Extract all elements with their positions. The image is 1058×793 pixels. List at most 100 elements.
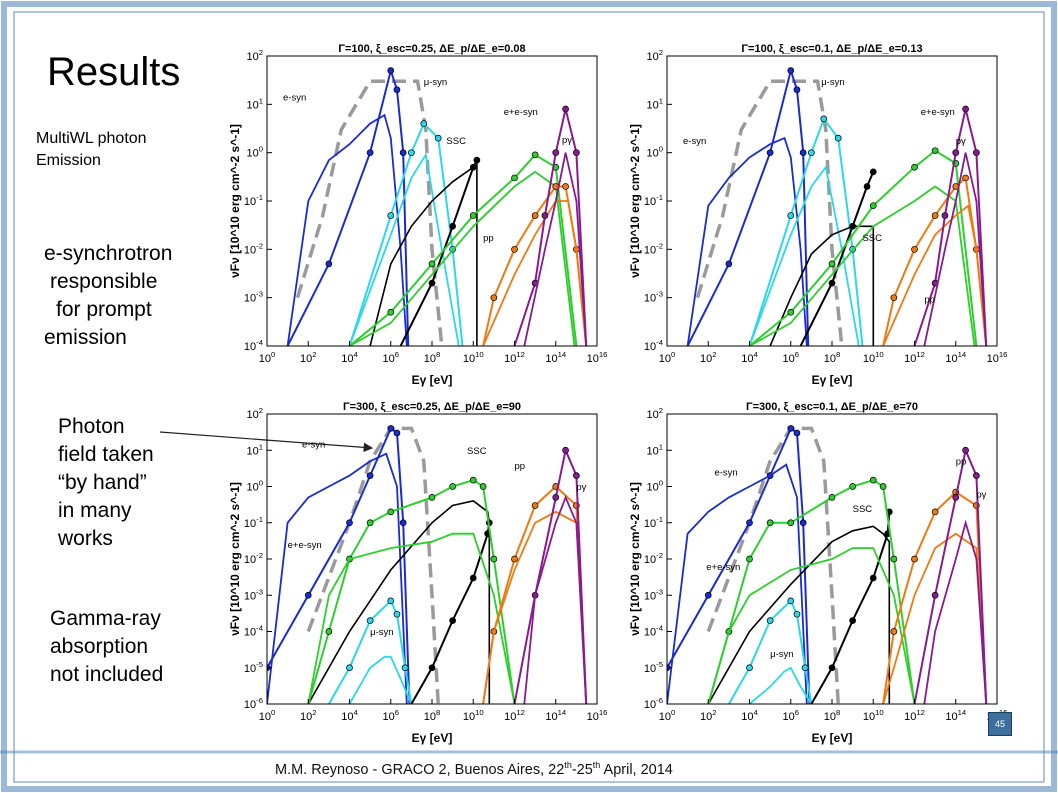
photon-line-3: “by hand” — [58, 471, 147, 494]
data-point — [387, 597, 395, 605]
y-tick-label: 101 — [646, 96, 663, 111]
series-ssc-thin — [369, 159, 478, 346]
data-point — [541, 212, 549, 219]
y-tick-label: 10-3 — [244, 587, 263, 602]
data-point — [952, 494, 960, 501]
annotation-label: e-syn — [683, 136, 706, 147]
x-tick-label: 100 — [259, 350, 276, 365]
y-tick-label: 10-3 — [244, 290, 263, 305]
data-point — [863, 183, 871, 190]
data-point — [304, 591, 312, 599]
data-point — [911, 245, 918, 253]
y-tick-label: 10-4 — [644, 624, 664, 639]
data-point — [449, 222, 456, 230]
data-point — [434, 134, 442, 142]
text-block-gamma-absorption: Gamma-ray absorption not included — [50, 605, 163, 689]
series-mu-syn-thin — [748, 165, 860, 346]
chart-panel-1: Γ=100, ξ_esc=0.25, ΔE_p/ΔE_e=0.08 100 102 1… — [228, 43, 607, 387]
y-tick-label: 10-2 — [244, 551, 263, 566]
series-pp-thin — [482, 200, 588, 346]
x-tick-label: 1012 — [904, 708, 925, 723]
series-mu-syn-thin — [348, 655, 413, 704]
data-point — [941, 212, 949, 219]
y-axis-label: νFν [10^10 erg cm^-2 s^-1] — [228, 124, 242, 278]
data-point — [869, 202, 877, 210]
series-e-e-syn — [748, 149, 978, 346]
y-tick-label: 102 — [646, 406, 663, 421]
annotation-label: e-syn — [714, 468, 737, 479]
series-e-syn — [686, 66, 810, 346]
series-e-e-syn-thin — [707, 547, 916, 704]
series-e-syn — [667, 426, 811, 704]
x-axis-label: Eγ [eV] — [812, 731, 853, 745]
data-point — [393, 86, 401, 94]
esync-line-3: for prompt — [56, 298, 152, 321]
x-tick-label: 1014 — [545, 350, 567, 365]
data-point — [531, 151, 539, 159]
data-point — [828, 260, 836, 268]
chart-panel-3: Γ=300, ξ_esc=0.25, ΔE_p/ΔE_e=90 100 102 104… — [228, 401, 607, 745]
y-tick-label: 10-2 — [644, 551, 663, 566]
series-py-thin — [523, 495, 588, 704]
x-tick-label: 1012 — [904, 350, 925, 365]
data-point — [325, 260, 333, 268]
annotation-label: μ-syn — [821, 77, 844, 88]
data-point — [325, 628, 333, 635]
data-point — [746, 519, 753, 527]
annotation-label: SSC — [862, 233, 882, 244]
annotation-label: μ-syn — [370, 627, 393, 638]
data-point — [973, 149, 980, 157]
data-point — [704, 591, 712, 599]
series-mu-syn-thin — [348, 152, 460, 346]
series-py-thin — [923, 152, 988, 346]
y-axis-label: νFν [10^10 erg cm^-2 s^-1] — [628, 124, 642, 278]
x-tick-label: 106 — [382, 708, 399, 723]
footer-main: M.M. Reynoso - GRACO 2, Buenos Aires, 22 — [275, 761, 565, 778]
data-point — [346, 664, 353, 672]
annotation-label: pp — [924, 294, 935, 305]
annotation-label: pγ — [562, 135, 572, 146]
data-point — [808, 149, 815, 157]
series-e-syn — [286, 66, 410, 346]
series-e-syn-thin — [286, 113, 408, 346]
data-point — [828, 494, 836, 501]
annotation-label: μ-syn — [424, 77, 447, 88]
data-point — [428, 260, 436, 268]
data-point — [952, 149, 960, 157]
data-point — [366, 617, 374, 624]
data-point — [849, 483, 856, 490]
series-e-e-syn-thin — [349, 170, 576, 346]
data-point — [962, 174, 969, 182]
data-point — [931, 147, 939, 155]
annotation-label: e+e-syn — [288, 540, 322, 551]
y-tick-label: 101 — [646, 442, 663, 457]
y-tick-label: 10-6 — [244, 696, 263, 711]
data-point — [869, 476, 877, 484]
data-point — [911, 163, 918, 171]
x-tick-label: 108 — [424, 350, 441, 365]
chart-title: Γ=300, ξ_esc=0.25, ΔE_p/ΔE_e=90 — [343, 401, 521, 413]
y-tick-label: 10-5 — [644, 660, 663, 675]
annotation-label: SSC — [446, 136, 466, 147]
series-ssc — [410, 522, 491, 704]
y-tick-label: 10-1 — [644, 515, 663, 530]
x-tick-label: 106 — [782, 350, 799, 365]
y-tick-label: 10-1 — [244, 515, 263, 530]
data-point — [799, 149, 807, 157]
footer-sup-2: th — [592, 760, 601, 770]
slide-subtitle: MultiWL photon Emission — [36, 128, 147, 172]
footer-end: April, 2014 — [600, 761, 673, 778]
data-point — [428, 279, 436, 287]
annotation-label: e+e-syn — [504, 107, 538, 118]
annotation-label: SSC — [853, 504, 873, 515]
annotation-label: e-syn — [283, 93, 306, 104]
y-tick-label: 101 — [246, 442, 263, 457]
x-axis-label: Eγ [eV] — [812, 373, 853, 387]
data-point — [490, 555, 498, 563]
data-point — [393, 610, 401, 618]
data-point — [787, 425, 795, 432]
y-tick-label: 10-1 — [244, 193, 263, 208]
chart-panel-4: Γ=300, ξ_esc=0.1, ΔE_p/ΔE_e=70 100 102 104 1… — [628, 401, 1007, 745]
data-point — [387, 425, 395, 432]
chart-title: Γ=300, ξ_esc=0.1, ΔE_p/ΔE_e=70 — [746, 401, 918, 413]
